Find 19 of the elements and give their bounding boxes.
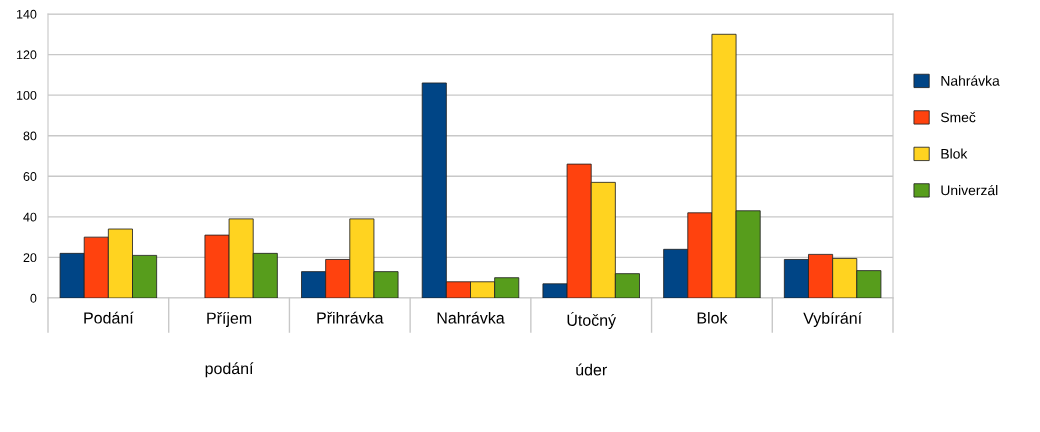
y-tick-label: 60 bbox=[23, 172, 37, 181]
legend-label: Smeč bbox=[940, 112, 976, 123]
y-tick-label: 120 bbox=[16, 50, 37, 60]
legend-label: Univerzál bbox=[941, 184, 998, 196]
y-tick-label: 20 bbox=[23, 253, 37, 263]
x-tick-label: Nahrávka bbox=[437, 311, 505, 324]
y-tick-label: 0 bbox=[30, 293, 37, 303]
x-tick-label: Podání bbox=[84, 311, 134, 324]
legend-label: Nahrávka bbox=[941, 75, 1000, 86]
x-tick-label: Blok bbox=[697, 311, 728, 324]
y-tick-label: 140 bbox=[16, 9, 37, 19]
y-tick-label: 40 bbox=[23, 212, 37, 222]
category-label: Příjem podání bbox=[205, 311, 254, 378]
y-tick-label: 80 bbox=[23, 131, 37, 141]
legend-label: Blok bbox=[941, 148, 968, 159]
x-tick-label: Přihrávka bbox=[317, 311, 384, 324]
x-tick-label: Vybírání bbox=[803, 311, 863, 327]
category-label: Útočný úder bbox=[567, 311, 617, 376]
y-tick-label: 100 bbox=[16, 90, 37, 100]
